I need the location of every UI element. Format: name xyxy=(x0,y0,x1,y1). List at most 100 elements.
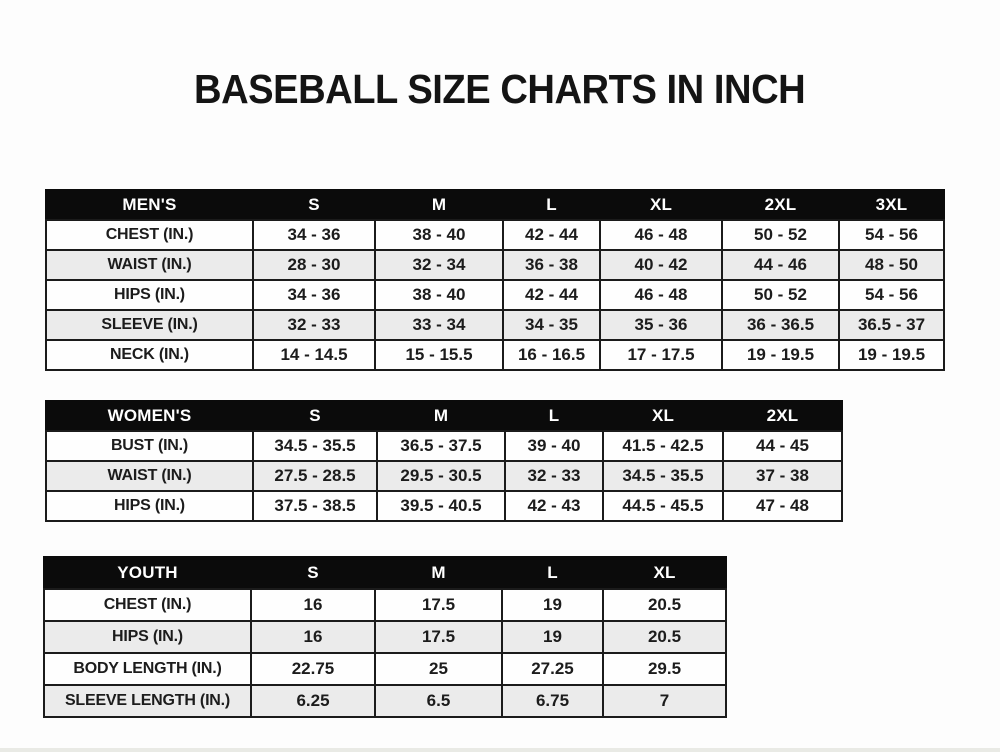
size-value: 50 - 52 xyxy=(721,279,840,311)
size-table-mens: MEN'S S M L XL 2XL 3XL CHEST (IN.) 34 - 36 38 - 4… xyxy=(45,189,945,371)
size-value: 50 - 52 xyxy=(721,219,840,251)
size-value: 29.5 - 30.5 xyxy=(376,460,506,492)
row-label: CHEST (IN.) xyxy=(43,588,252,622)
size-table-womens: WOMEN'S S M L XL 2XL BUST (IN.) 34.5 - 35.5 36.5… xyxy=(45,400,843,522)
size-value: 20.5 xyxy=(602,588,727,622)
table-row: NECK (IN.) 14 - 14.5 15 - 15.5 16 - 16.5 17 … xyxy=(45,339,945,371)
size-value: 44.5 - 45.5 xyxy=(602,490,724,522)
size-value: 19 xyxy=(501,620,604,654)
size-value: 37.5 - 38.5 xyxy=(252,490,378,522)
column-header: XL xyxy=(599,189,723,221)
size-value: 19 - 19.5 xyxy=(721,339,840,371)
column-header: M xyxy=(374,556,503,590)
header-row: MEN'S S M L XL 2XL 3XL xyxy=(45,189,945,221)
scan-edge-artifact xyxy=(0,748,1000,752)
size-value: 42 - 44 xyxy=(502,219,601,251)
size-value: 16 - 16.5 xyxy=(502,339,601,371)
size-value: 17 - 17.5 xyxy=(599,339,723,371)
table-row: HIPS (IN.) 16 17.5 19 20.5 xyxy=(43,620,727,654)
size-value: 27.25 xyxy=(501,652,604,686)
size-value: 28 - 30 xyxy=(252,249,376,281)
size-value: 17.5 xyxy=(374,588,503,622)
size-value: 41.5 - 42.5 xyxy=(602,430,724,462)
column-header: L xyxy=(502,189,601,221)
size-value: 16 xyxy=(250,620,376,654)
row-label: CHEST (IN.) xyxy=(45,219,254,251)
column-header: L xyxy=(504,400,604,432)
size-value: 48 - 50 xyxy=(838,249,945,281)
size-value: 14 - 14.5 xyxy=(252,339,376,371)
table-row: WAIST (IN.) 27.5 - 28.5 29.5 - 30.5 32 - 33… xyxy=(45,460,843,492)
size-value: 34.5 - 35.5 xyxy=(602,460,724,492)
size-value: 40 - 42 xyxy=(599,249,723,281)
row-label: HIPS (IN.) xyxy=(45,279,254,311)
size-value: 6.5 xyxy=(374,684,503,718)
size-value: 27.5 - 28.5 xyxy=(252,460,378,492)
size-value: 32 - 33 xyxy=(504,460,604,492)
size-value: 29.5 xyxy=(602,652,727,686)
size-value: 54 - 56 xyxy=(838,219,945,251)
column-header: S xyxy=(250,556,376,590)
page-title: BASEBALL SIZE CHARTS IN INCH xyxy=(194,66,806,112)
size-value: 46 - 48 xyxy=(599,279,723,311)
size-value: 34 - 36 xyxy=(252,279,376,311)
table-row: SLEEVE LENGTH (IN.) 6.25 6.5 6.75 7 xyxy=(43,684,727,718)
size-value: 38 - 40 xyxy=(374,279,504,311)
table-title-cell: MEN'S xyxy=(45,189,254,221)
size-value: 39.5 - 40.5 xyxy=(376,490,506,522)
size-value: 19 - 19.5 xyxy=(838,339,945,371)
size-value: 19 xyxy=(501,588,604,622)
row-label: SLEEVE (IN.) xyxy=(45,309,254,341)
size-value: 20.5 xyxy=(602,620,727,654)
size-value: 47 - 48 xyxy=(722,490,843,522)
size-value: 36.5 - 37.5 xyxy=(376,430,506,462)
row-label: BUST (IN.) xyxy=(45,430,254,462)
size-value: 34.5 - 35.5 xyxy=(252,430,378,462)
table-row: SLEEVE (IN.) 32 - 33 33 - 34 34 - 35 35 - 36… xyxy=(45,309,945,341)
size-value: 36 - 38 xyxy=(502,249,601,281)
column-header: M xyxy=(374,189,504,221)
size-value: 36 - 36.5 xyxy=(721,309,840,341)
size-value: 39 - 40 xyxy=(504,430,604,462)
column-header: S xyxy=(252,189,376,221)
header-row: WOMEN'S S M L XL 2XL xyxy=(45,400,843,432)
table-row: BODY LENGTH (IN.) 22.75 25 27.25 29.5 xyxy=(43,652,727,686)
size-value: 32 - 34 xyxy=(374,249,504,281)
table-row: HIPS (IN.) 34 - 36 38 - 40 42 - 44 46 - 48 50… xyxy=(45,279,945,311)
column-header: XL xyxy=(602,400,724,432)
size-value: 7 xyxy=(602,684,727,718)
size-value: 42 - 43 xyxy=(504,490,604,522)
size-value: 46 - 48 xyxy=(599,219,723,251)
size-value: 42 - 44 xyxy=(502,279,601,311)
row-label: NECK (IN.) xyxy=(45,339,254,371)
size-value: 38 - 40 xyxy=(374,219,504,251)
column-header: 3XL xyxy=(838,189,945,221)
size-value: 35 - 36 xyxy=(599,309,723,341)
table-title-cell: YOUTH xyxy=(43,556,252,590)
table-title-cell: WOMEN'S xyxy=(45,400,254,432)
table-row: CHEST (IN.) 16 17.5 19 20.5 xyxy=(43,588,727,622)
row-label: WAIST (IN.) xyxy=(45,249,254,281)
size-value: 44 - 46 xyxy=(721,249,840,281)
size-value: 16 xyxy=(250,588,376,622)
row-label: HIPS (IN.) xyxy=(45,490,254,522)
column-header: 2XL xyxy=(722,400,843,432)
size-table-youth: YOUTH S M L XL CHEST (IN.) 16 17.5 19 20.5 HIPS (I… xyxy=(43,556,727,718)
size-value: 6.75 xyxy=(501,684,604,718)
column-header: 2XL xyxy=(721,189,840,221)
size-value: 34 - 35 xyxy=(502,309,601,341)
table-row: WAIST (IN.) 28 - 30 32 - 34 36 - 38 40 - 42 4… xyxy=(45,249,945,281)
size-value: 33 - 34 xyxy=(374,309,504,341)
column-header: S xyxy=(252,400,378,432)
size-value: 37 - 38 xyxy=(722,460,843,492)
row-label: HIPS (IN.) xyxy=(43,620,252,654)
header-row: YOUTH S M L XL xyxy=(43,556,727,590)
table-row: BUST (IN.) 34.5 - 35.5 36.5 - 37.5 39 - 40 4… xyxy=(45,430,843,462)
row-label: SLEEVE LENGTH (IN.) xyxy=(43,684,252,718)
size-value: 25 xyxy=(374,652,503,686)
title-bar: BASEBALL SIZE CHARTS IN INCH xyxy=(0,66,1000,113)
row-label: WAIST (IN.) xyxy=(45,460,254,492)
table-row: CHEST (IN.) 34 - 36 38 - 40 42 - 44 46 - 48 5… xyxy=(45,219,945,251)
size-value: 34 - 36 xyxy=(252,219,376,251)
size-value: 15 - 15.5 xyxy=(374,339,504,371)
